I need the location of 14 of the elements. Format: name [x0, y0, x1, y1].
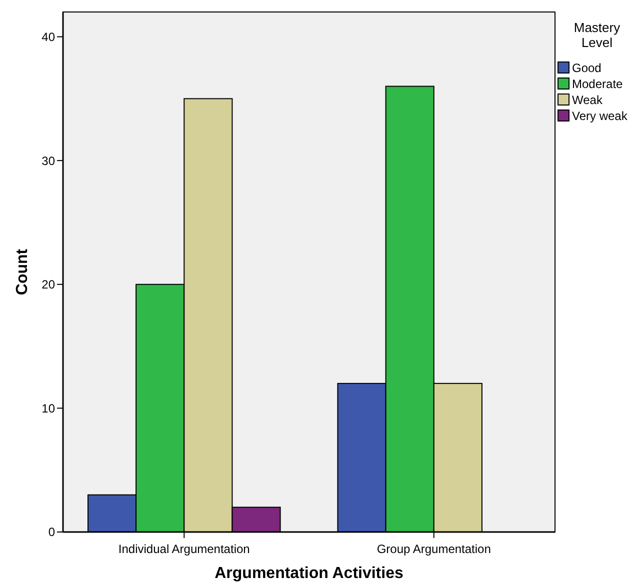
y-axis-title: Count	[14, 248, 31, 296]
y-tick-label: 0	[48, 525, 56, 540]
y-tick-label: 20	[42, 278, 56, 292]
x-tick-label: Individual Argumentation	[118, 542, 250, 556]
y-tick-label: 40	[42, 30, 56, 44]
legend-label: Moderate	[572, 77, 624, 91]
x-tick-label: Group Argumentation	[376, 542, 491, 556]
legend-title: Mastery Level	[574, 20, 621, 50]
legend-label: Weak	[572, 93, 604, 107]
legend-label: Good	[572, 61, 602, 75]
y-tick-label: 30	[42, 154, 56, 168]
legend-label: Very weak	[572, 109, 628, 123]
x-axis-title: Argumentation Activities	[214, 565, 404, 582]
y-tick-label: 10	[42, 401, 56, 416]
